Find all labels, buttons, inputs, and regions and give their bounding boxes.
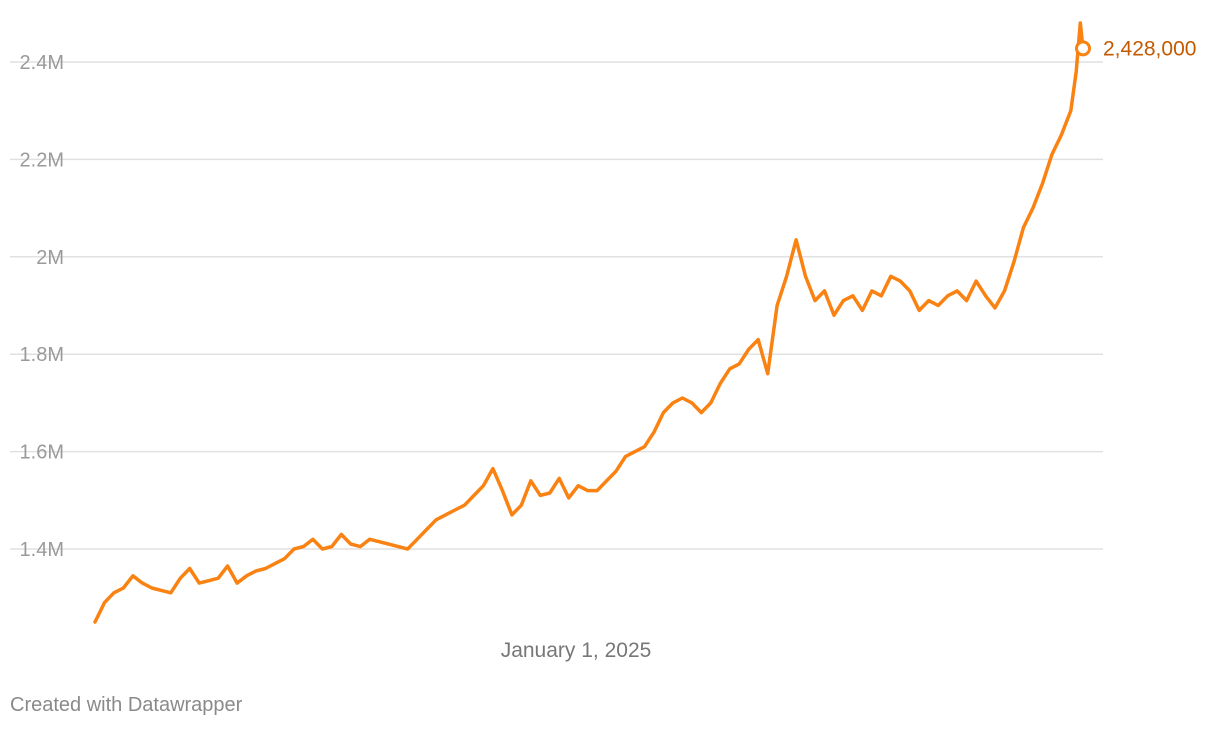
line-chart: 1.4M 1.6M 1.8M 2M 2.2M 2.4M January 1, 2025 2… xyxy=(10,21,1196,662)
y-tick-label: 2.2M xyxy=(20,149,64,171)
series-line xyxy=(93,21,1085,624)
y-axis: 1.4M 1.6M 1.8M 2M 2.2M 2.4M xyxy=(20,52,64,561)
datawrapper-credit: Created with Datawrapper xyxy=(10,694,243,716)
gridlines xyxy=(10,61,1103,550)
y-tick-label: 2M xyxy=(36,247,64,269)
end-value-label: 2,428,000 xyxy=(1103,37,1196,60)
y-tick-label: 1.6M xyxy=(20,442,64,464)
y-tick-label: 1.8M xyxy=(20,344,64,366)
x-axis: January 1, 2025 xyxy=(501,639,652,662)
y-tick-label: 1.4M xyxy=(20,539,64,561)
y-tick-label: 2.4M xyxy=(20,52,64,74)
x-tick-label: January 1, 2025 xyxy=(501,639,652,662)
end-point-marker xyxy=(1075,40,1091,57)
series-layer: 2,428,000 xyxy=(93,21,1196,624)
